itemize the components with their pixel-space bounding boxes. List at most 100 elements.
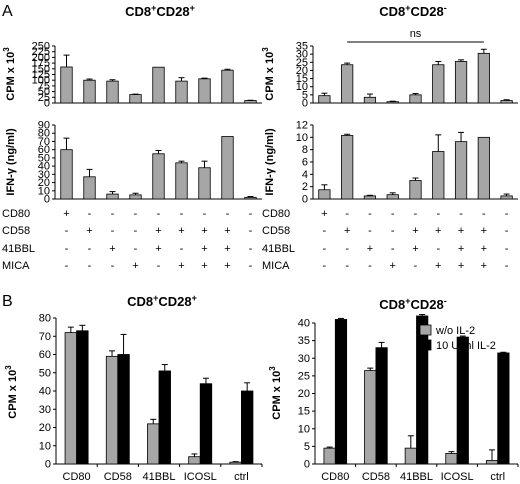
- condition-mark-right: +: [458, 243, 464, 255]
- B1-bar-41BBL-s1: [147, 423, 160, 465]
- B2-x-tick-label: CD80: [321, 471, 349, 483]
- B1-y-tick-label: 60: [39, 349, 51, 361]
- A3-y-tick-label: 10: [38, 185, 50, 197]
- B2-bar-ctrl-s1: [485, 460, 499, 465]
- A4-y-tick-label: 0: [302, 194, 308, 206]
- condition-mark-left: -: [88, 243, 92, 255]
- A1-y-tick-label: 125: [32, 69, 50, 81]
- A3-bar-4: [129, 194, 142, 200]
- B2-bar-CD80-s2: [334, 319, 348, 465]
- A4-bar-2: [341, 135, 354, 200]
- A2-y-tick-label: 5: [302, 89, 308, 101]
- condition-mark-left: +: [178, 225, 184, 237]
- condition-mark-left: -: [249, 208, 253, 220]
- B1-bar-CD58-s1: [105, 355, 119, 465]
- A3-bar-5: [152, 153, 165, 200]
- B2-bar-ctrl-s2: [497, 352, 510, 465]
- condition-mark-left: +: [155, 243, 161, 255]
- A2-bar-7: [454, 61, 468, 104]
- condition-mark-left: +: [201, 260, 207, 272]
- condition-mark-right: -: [368, 260, 372, 272]
- condition-mark-right: -: [323, 243, 327, 255]
- B2-y-tick-label: 25: [298, 370, 310, 382]
- condition-mark-left: -: [157, 208, 161, 220]
- condition-mark-right: +: [321, 208, 327, 220]
- condition-label-right-41BBL: 41BBL: [262, 243, 295, 255]
- A1-bar-5: [152, 66, 165, 104]
- B1-bar-CD80-s1: [64, 332, 78, 465]
- A4-y-tick-label: 12: [296, 120, 308, 132]
- B1-y-tick-label: 0: [45, 459, 51, 471]
- A2-y-tick-label: 35: [296, 41, 308, 53]
- condition-mark-left: +: [63, 208, 69, 220]
- legend-swatch-wo-il2: [419, 324, 432, 336]
- condition-mark-left: +: [109, 243, 115, 255]
- B1-x-tick-label: ICOSL: [184, 471, 217, 483]
- A2-bar-1: [318, 95, 331, 104]
- A2-bar-9: [500, 100, 513, 104]
- condition-mark-left: -: [157, 260, 161, 272]
- A1-y-tick-label: 25: [38, 92, 50, 104]
- B1-x-tick-label: ctrl: [234, 471, 249, 483]
- B2-y-tick-label: 30: [298, 353, 310, 365]
- B2-y-tick-label: 35: [298, 335, 310, 347]
- condition-mark-right: -: [505, 260, 509, 272]
- B1-title: CD8+CD28+: [127, 293, 197, 309]
- A1-bar-2: [83, 79, 96, 104]
- A3-bar-6: [175, 162, 188, 200]
- condition-mark-right: +: [481, 243, 487, 255]
- condition-mark-right: -: [459, 208, 463, 220]
- legend-label-10u-il2: 10 U/ml IL-2: [436, 340, 496, 352]
- condition-mark-left: -: [111, 208, 115, 220]
- condition-mark-right: +: [344, 225, 350, 237]
- A1-y-tick-label: 175: [32, 58, 50, 70]
- B1-x-tick-label: CD58: [104, 471, 132, 483]
- A4-bar-9: [500, 195, 513, 200]
- condition-mark-left: -: [65, 225, 69, 237]
- condition-mark-right: -: [368, 208, 372, 220]
- condition-mark-left: -: [249, 225, 253, 237]
- B1-bar-CD80-s2: [76, 330, 89, 465]
- A2-bar-6: [432, 64, 445, 104]
- condition-label-left-CD80: CD80: [2, 208, 30, 220]
- A4-y-tick-label: 10: [296, 132, 308, 144]
- condition-mark-left: -: [88, 260, 92, 272]
- A4-y-tick-label: 4: [302, 169, 308, 181]
- legend-label-wo-il2: w/o IL-2: [435, 325, 475, 337]
- B2-bar-41BBL-s2: [416, 315, 429, 465]
- condition-mark-right: -: [414, 260, 418, 272]
- B2-y-tick-label: 10: [298, 423, 310, 435]
- A2-title: CD8+CD28-: [379, 3, 447, 19]
- condition-mark-right: +: [412, 225, 418, 237]
- condition-mark-right: -: [436, 208, 440, 220]
- condition-mark-left: -: [111, 260, 115, 272]
- A4-bar-4: [386, 194, 399, 200]
- condition-mark-right: +: [458, 225, 464, 237]
- B1-x-tick-label: CD80: [63, 471, 91, 483]
- A4-bar-8: [477, 136, 490, 200]
- B1-y-tick-label: 40: [39, 386, 51, 398]
- condition-mark-left: -: [134, 225, 138, 237]
- condition-mark-right: -: [391, 208, 395, 220]
- B1-y-tick-label: 20: [39, 422, 51, 434]
- condition-label-right-MICA: MICA: [262, 260, 290, 272]
- condition-mark-left: -: [180, 208, 184, 220]
- condition-label-right-CD80: CD80: [262, 208, 290, 220]
- A1-bar-4: [129, 94, 142, 104]
- A2-bar-8: [477, 52, 490, 104]
- A3-y-label: IFN-γ (ng/ml): [5, 128, 17, 196]
- condition-mark-right: -: [345, 208, 349, 220]
- condition-mark-right: -: [505, 243, 509, 255]
- A3-y-tick-label: 40: [38, 161, 50, 173]
- A1-y-tick-label: 50: [38, 86, 50, 98]
- A1-bar-7: [198, 78, 211, 104]
- condition-mark-left: -: [134, 208, 138, 220]
- B2-bar-41BBL-s1: [404, 447, 417, 465]
- A4-bar-3: [363, 195, 377, 200]
- A1-bar-6: [175, 80, 188, 104]
- A3-y-tick-label: 80: [38, 128, 50, 140]
- condition-mark-right: -: [323, 225, 327, 237]
- condition-mark-left: -: [65, 243, 69, 255]
- A1-title: CD8+CD28+: [125, 3, 195, 19]
